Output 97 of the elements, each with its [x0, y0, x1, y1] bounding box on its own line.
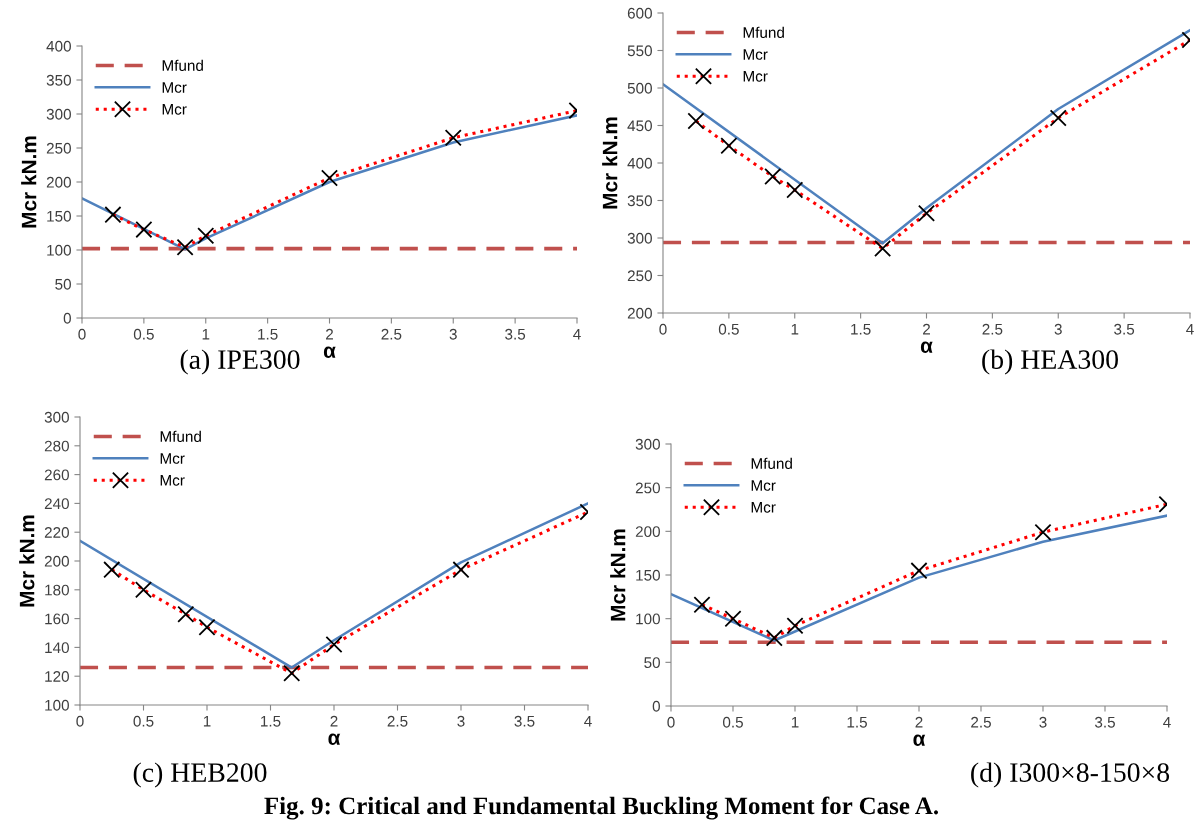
- x-axis-title: α: [920, 341, 933, 353]
- y-tick-label: 300: [46, 108, 71, 120]
- x-tick-label: 0: [667, 716, 675, 728]
- legend-label: Mcr: [160, 453, 185, 464]
- line-series: [671, 514, 1167, 642]
- y-tick-label: 50: [644, 657, 660, 669]
- text: (d) I300×8-150×8: [971, 762, 1170, 788]
- y-tick-label: 0: [652, 700, 660, 712]
- x-tick-label: 2: [915, 716, 923, 728]
- x-axis-title: α: [323, 346, 336, 358]
- x-tick-label: 3: [1039, 716, 1047, 728]
- x-tick-label: 4: [1163, 716, 1171, 728]
- x-tick-label: 2: [330, 715, 338, 727]
- y-tick-label: 250: [46, 142, 71, 154]
- x-tick-label: 4: [584, 715, 592, 727]
- y-tick-label: 180: [45, 584, 69, 596]
- y-tick-label: 400: [627, 157, 652, 169]
- y-tick-label: 0: [63, 312, 71, 324]
- y-tick-label: 450: [627, 120, 652, 132]
- y-tick-label: 200: [635, 526, 660, 538]
- x-tick-label: 0: [76, 715, 84, 727]
- text: (b) HEA300: [982, 349, 1118, 375]
- y-tick-label: 500: [627, 82, 652, 94]
- y-tick-label: 300: [627, 232, 652, 244]
- y-tick-label: 350: [627, 195, 652, 207]
- y-tick-label: 400: [46, 40, 71, 52]
- x-tick-label: 1: [203, 715, 211, 727]
- x-tick-label: 4: [573, 328, 581, 340]
- x-tick-label: 3.5: [1094, 716, 1115, 728]
- y-tick-label: 100: [636, 613, 660, 625]
- y-tick-label: 200: [44, 555, 69, 567]
- x-tick-label: 1: [791, 716, 799, 728]
- y-tick-label: 260: [44, 469, 69, 481]
- x-tick-label: 0.5: [718, 323, 739, 335]
- legend-label: Mfund: [751, 457, 792, 469]
- legend-label: Mcr: [743, 71, 768, 82]
- x-tick-label: 1.5: [258, 328, 278, 340]
- x-tick-label: 2.5: [971, 716, 991, 728]
- y-axis-title: Mcr kN.m: [602, 117, 618, 209]
- y-tick-label: 200: [627, 307, 652, 319]
- x-tick-label: 0.5: [133, 328, 154, 340]
- x-tick-label: 1.5: [847, 716, 867, 728]
- x-tick-label: 1.5: [851, 323, 871, 335]
- x-tick-label: 0.5: [133, 715, 154, 727]
- x-tick-label: 4: [1186, 323, 1194, 335]
- y-tick-label: 240: [44, 498, 69, 510]
- x-tick-label: 1.5: [261, 715, 281, 727]
- legend-label: Mcr: [743, 49, 768, 60]
- y-tick-label: 150: [47, 210, 71, 222]
- legend-label: Mcr: [162, 104, 187, 115]
- y-axis-title: Mcr kN.m: [21, 136, 37, 228]
- x-tick-label: 3: [457, 715, 465, 727]
- x-tick-label: 2: [326, 328, 333, 340]
- y-tick-label: 160: [45, 613, 69, 625]
- legend-label: Mfund: [743, 26, 784, 38]
- x-tick-label: 2: [923, 323, 930, 335]
- y-tick-label: 140: [45, 642, 69, 654]
- y-tick-label: 600: [627, 7, 652, 19]
- y-axis-title: Mcr kN.m: [19, 515, 35, 607]
- x-tick-label: 1: [791, 323, 799, 335]
- y-tick-label: 100: [47, 244, 71, 256]
- caption: Fig. 9: Critical and Fundamental Buckling Moment for Case A.: [264, 796, 939, 820]
- y-tick-label: 300: [44, 411, 69, 423]
- legend-label: Mcr: [162, 82, 187, 93]
- y-tick-label: 280: [44, 440, 69, 452]
- x-tick-label: 3.5: [514, 715, 535, 727]
- y-tick-label: 300: [635, 438, 660, 450]
- y-tick-label: 550: [627, 45, 652, 57]
- x-tick-label: 3: [1054, 323, 1062, 335]
- x-tick-label: 3.5: [505, 328, 526, 340]
- text: (c) HEB200: [133, 762, 267, 788]
- y-tick-label: 100: [45, 699, 69, 711]
- legend-label: Mcr: [751, 502, 776, 513]
- legend-label: Mcr: [751, 480, 776, 491]
- y-tick-label: 350: [46, 74, 71, 86]
- x-tick-label: 3: [449, 328, 457, 340]
- y-tick-label: 120: [45, 671, 69, 682]
- x-tick-label: 3.5: [1114, 323, 1135, 335]
- y-tick-label: 50: [55, 278, 71, 290]
- y-tick-label: 250: [627, 270, 652, 282]
- legend-label: Mfund: [160, 430, 201, 442]
- x-axis-title: α: [913, 734, 926, 746]
- y-tick-label: 220: [44, 527, 69, 538]
- y-axis-title: Mcr kN.m: [610, 529, 626, 621]
- x-tick-label: 2.5: [982, 323, 1003, 335]
- x-tick-label: 0: [78, 328, 86, 340]
- legend-label: Mfund: [162, 59, 203, 71]
- x-tick-label: 1: [202, 328, 210, 340]
- y-tick-label: 250: [635, 482, 660, 494]
- x-tick-label: 2.5: [381, 328, 402, 340]
- y-tick-label: 150: [636, 569, 660, 581]
- y-tick-label: 200: [46, 176, 71, 188]
- x-axis-title: α: [328, 733, 341, 745]
- legend-label: Mcr: [160, 475, 185, 486]
- text: (a) IPE300: [180, 349, 300, 375]
- x-tick-label: 0.5: [722, 716, 743, 728]
- x-tick-label: 2.5: [387, 715, 408, 727]
